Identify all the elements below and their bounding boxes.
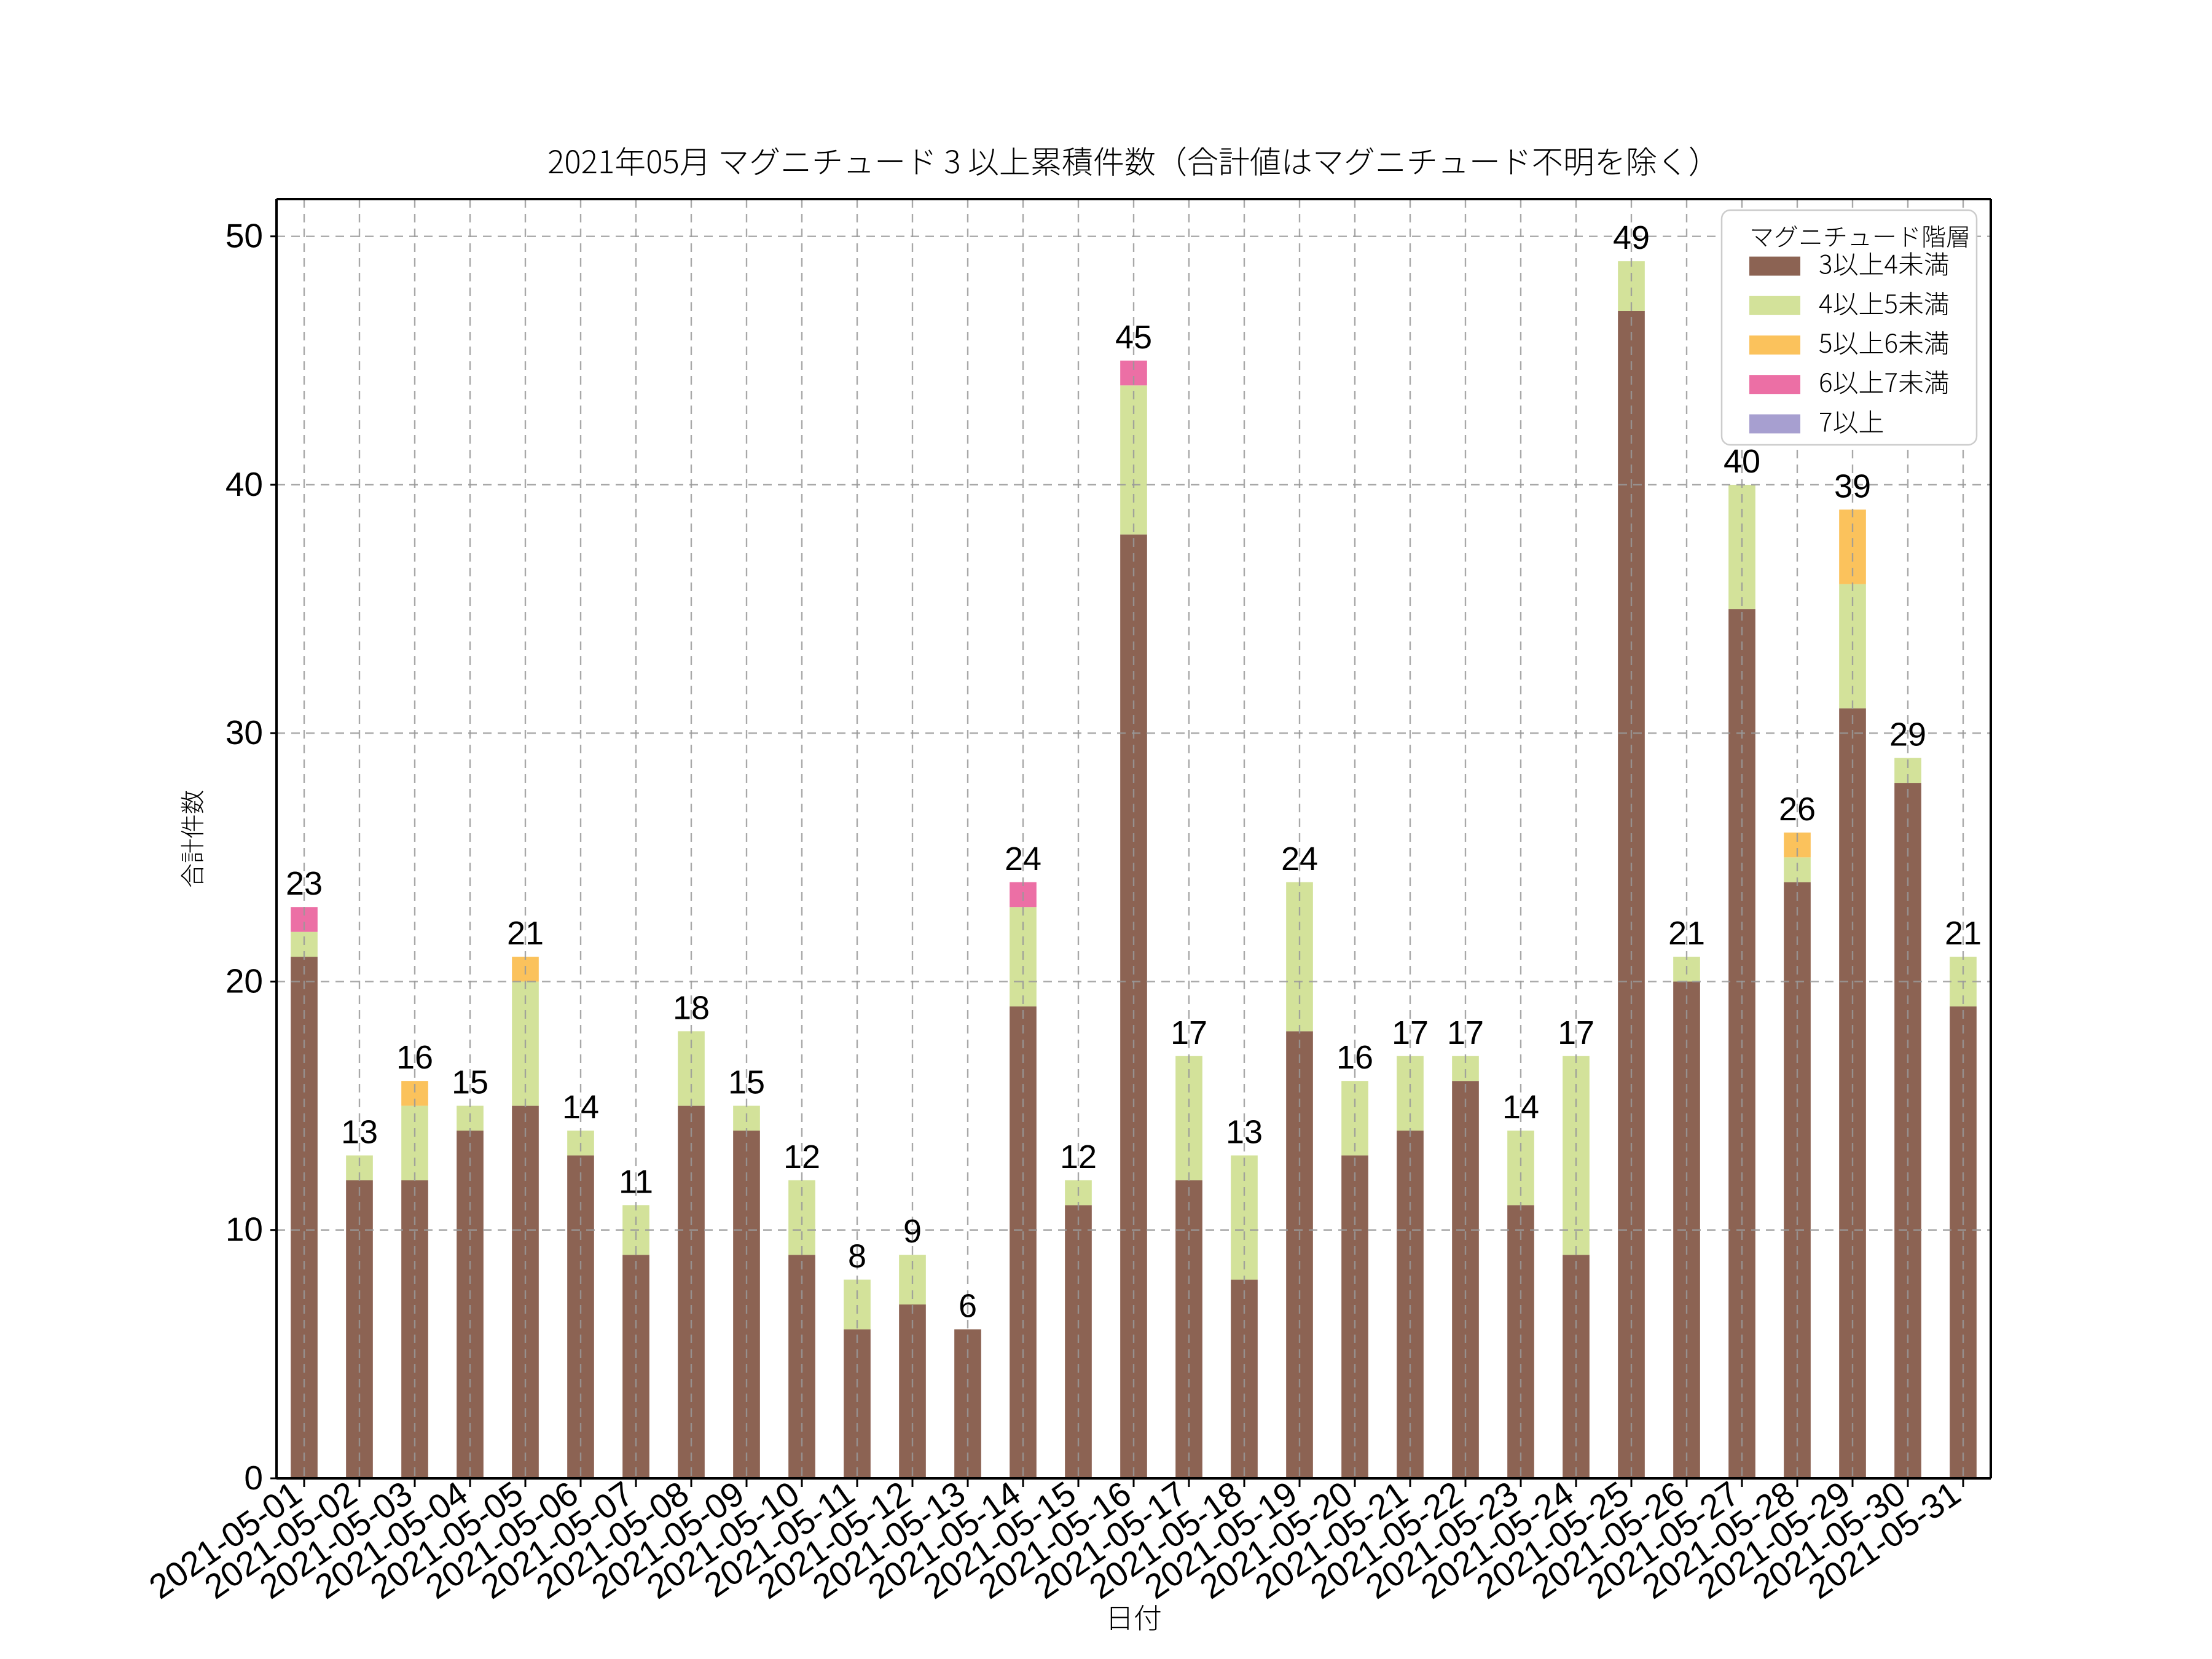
svg-text:17: 17 — [1392, 1014, 1429, 1051]
svg-text:24: 24 — [1005, 841, 1041, 877]
svg-text:6: 6 — [959, 1287, 977, 1324]
svg-text:4以上5未満: 4以上5未満 — [1819, 284, 1950, 321]
svg-text:24: 24 — [1281, 841, 1318, 877]
svg-text:10: 10 — [226, 1210, 263, 1249]
svg-text:40: 40 — [226, 465, 263, 503]
svg-text:21: 21 — [507, 915, 544, 952]
svg-text:2021年05月 マグニチュード 3 以上累積件数（合計値は: 2021年05月 マグニチュード 3 以上累積件数（合計値はマグニチュード不明を… — [547, 137, 1720, 182]
svg-text:15: 15 — [452, 1064, 488, 1101]
svg-text:日付: 日付 — [1105, 1596, 1162, 1637]
svg-text:14: 14 — [562, 1089, 599, 1126]
svg-text:50: 50 — [226, 217, 263, 255]
svg-text:7以上: 7以上 — [1819, 402, 1884, 439]
svg-text:12: 12 — [783, 1139, 820, 1175]
svg-text:23: 23 — [286, 865, 323, 902]
svg-text:21: 21 — [1668, 915, 1705, 952]
svg-text:45: 45 — [1115, 319, 1152, 356]
svg-text:16: 16 — [1336, 1039, 1373, 1076]
svg-text:9: 9 — [903, 1213, 922, 1250]
svg-text:30: 30 — [226, 713, 263, 751]
svg-text:合計件数: 合計件数 — [173, 790, 209, 888]
svg-text:13: 13 — [341, 1113, 378, 1150]
svg-text:3以上4未満: 3以上4未満 — [1819, 245, 1950, 282]
svg-text:5以上6未満: 5以上6未満 — [1819, 323, 1950, 361]
svg-text:13: 13 — [1226, 1113, 1263, 1150]
svg-text:14: 14 — [1502, 1089, 1539, 1126]
svg-text:8: 8 — [848, 1238, 866, 1275]
svg-text:49: 49 — [1613, 219, 1650, 256]
svg-text:21: 21 — [1945, 915, 1982, 952]
svg-text:39: 39 — [1834, 468, 1871, 504]
svg-text:6以上7未満: 6以上7未満 — [1819, 363, 1950, 400]
svg-text:11: 11 — [619, 1163, 653, 1200]
svg-text:26: 26 — [1779, 791, 1816, 828]
svg-text:20: 20 — [226, 962, 263, 1000]
svg-text:15: 15 — [728, 1064, 765, 1101]
svg-text:17: 17 — [1558, 1014, 1594, 1051]
svg-text:17: 17 — [1171, 1014, 1207, 1051]
svg-text:18: 18 — [673, 989, 710, 1026]
svg-text:16: 16 — [396, 1039, 433, 1076]
svg-text:40: 40 — [1724, 443, 1760, 480]
svg-text:29: 29 — [1889, 716, 1926, 753]
svg-text:12: 12 — [1060, 1139, 1097, 1175]
svg-text:17: 17 — [1447, 1014, 1484, 1051]
